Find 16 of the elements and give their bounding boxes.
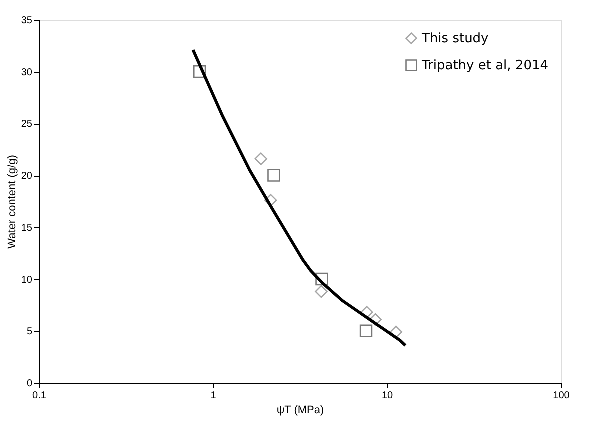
y-tick-label: 10 xyxy=(21,274,33,286)
x-tick-label: 10 xyxy=(382,390,394,402)
y-tick-label: 5 xyxy=(26,326,33,338)
x-tick-label: 0.1 xyxy=(32,390,47,402)
legend-label: Tripathy et al, 2014 xyxy=(421,58,549,74)
legend-label: This study xyxy=(421,32,490,46)
y-tick-label: 15 xyxy=(21,222,33,234)
y-tick-label: 35 xyxy=(21,16,33,26)
y-axis-title: Water content (g/g) xyxy=(6,155,18,249)
y-tick-label: 20 xyxy=(21,171,33,182)
y-tick-label: 30 xyxy=(21,67,33,78)
x-axis-title: ψT (MPa) xyxy=(276,404,324,416)
y-tick-label: 0 xyxy=(26,378,33,390)
y-tick-label: 25 xyxy=(21,119,33,130)
x-tick-label: 1 xyxy=(210,390,217,402)
x-tick-label: 100 xyxy=(553,390,570,402)
